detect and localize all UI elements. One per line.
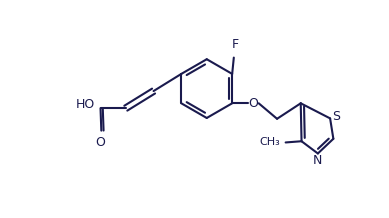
Text: N: N (313, 153, 322, 167)
Text: HO: HO (76, 98, 95, 111)
Text: O: O (249, 97, 258, 110)
Text: O: O (96, 136, 105, 149)
Text: F: F (232, 38, 239, 51)
Text: CH₃: CH₃ (259, 138, 280, 147)
Text: S: S (332, 110, 340, 123)
